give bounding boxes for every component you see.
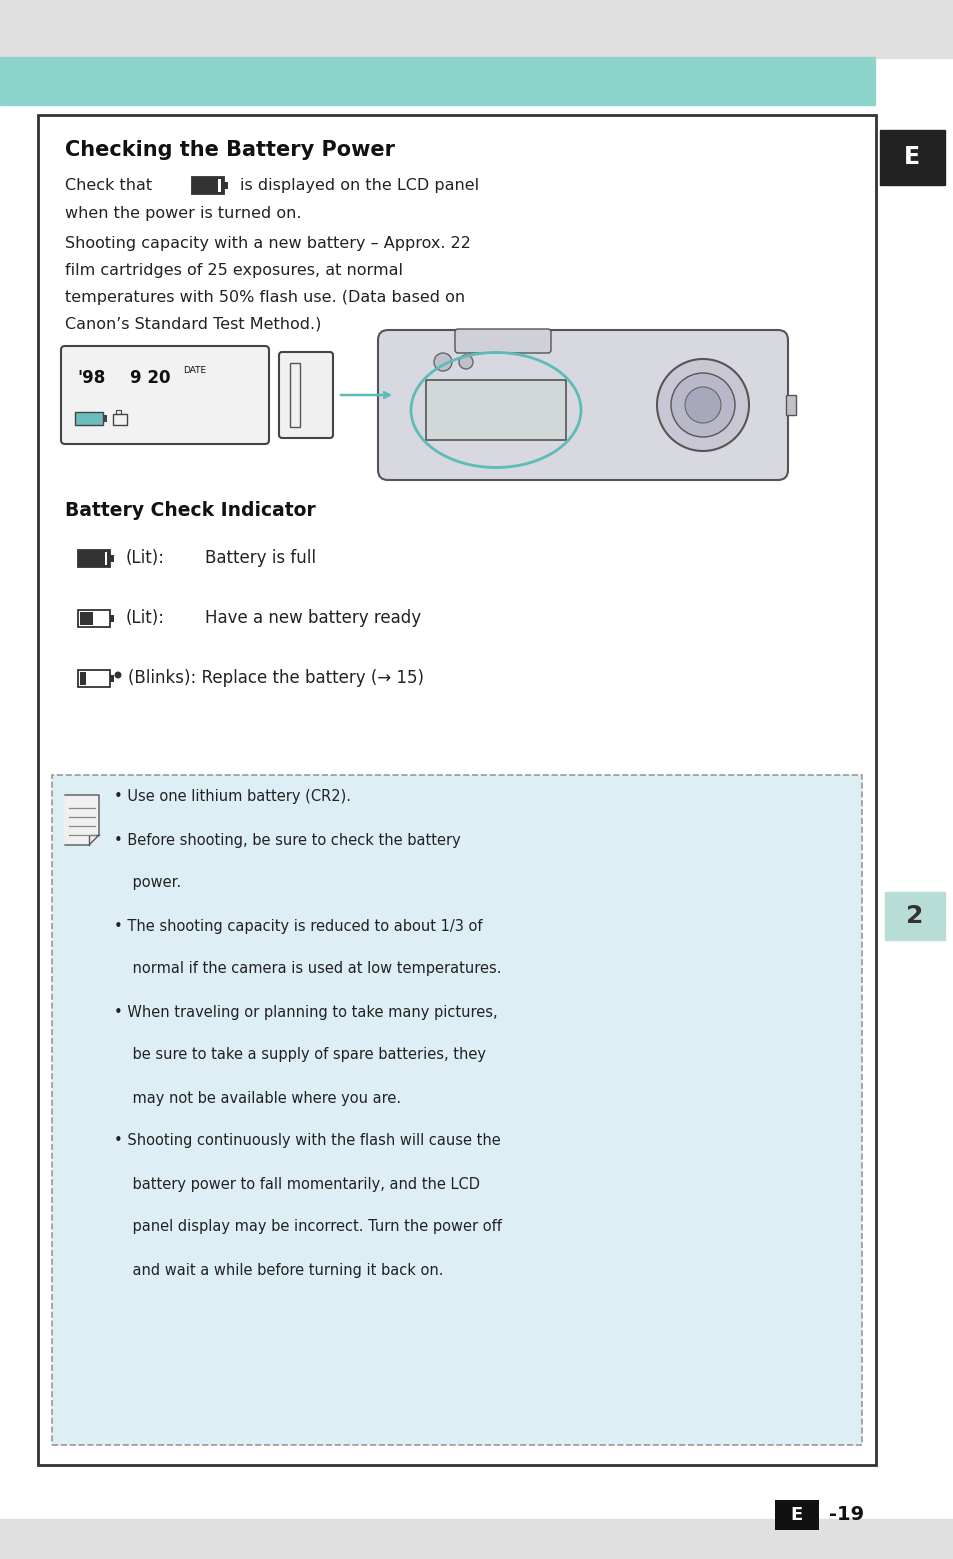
Bar <box>38 115 875 1465</box>
Text: DATE: DATE <box>183 365 206 374</box>
Text: Canon’s Standard Test Method.): Canon’s Standard Test Method.) <box>65 316 321 332</box>
Text: Have a new battery ready: Have a new battery ready <box>205 610 420 627</box>
Bar <box>884 892 944 940</box>
Text: temperatures with 50% flash use. (Data based on: temperatures with 50% flash use. (Data b… <box>65 290 465 304</box>
Text: Shooting capacity with a new battery – Approx. 22: Shooting capacity with a new battery – A… <box>65 235 471 251</box>
Bar <box>774 1500 818 1529</box>
Text: when the power is turned on.: when the power is turned on. <box>65 206 301 220</box>
Bar <box>290 363 299 427</box>
Bar <box>80 552 107 564</box>
Text: • Before shooting, be sure to check the battery: • Before shooting, be sure to check the … <box>113 833 460 848</box>
Bar <box>224 182 228 189</box>
Polygon shape <box>65 795 99 845</box>
Text: Check that: Check that <box>65 178 152 192</box>
Bar <box>116 410 121 415</box>
Text: normal if the camera is used at low temperatures.: normal if the camera is used at low temp… <box>113 962 501 976</box>
FancyBboxPatch shape <box>61 346 269 444</box>
Bar <box>0 58 874 104</box>
Text: battery power to fall momentarily, and the LCD: battery power to fall momentarily, and t… <box>113 1177 479 1191</box>
Bar <box>112 415 127 426</box>
Text: film cartridges of 25 exposures, at normal: film cartridges of 25 exposures, at norm… <box>65 262 402 278</box>
FancyBboxPatch shape <box>377 331 787 480</box>
Bar <box>426 380 565 440</box>
Bar <box>78 550 110 567</box>
Text: '98: '98 <box>77 369 105 387</box>
Text: E: E <box>790 1506 802 1525</box>
Circle shape <box>684 387 720 422</box>
Text: panel display may be incorrect. Turn the power off: panel display may be incorrect. Turn the… <box>113 1219 501 1235</box>
Bar <box>193 179 218 192</box>
Text: • Use one lithium battery (CR2).: • Use one lithium battery (CR2). <box>113 789 351 804</box>
Text: E: E <box>903 145 919 168</box>
Bar <box>80 613 92 625</box>
Bar <box>110 555 113 561</box>
Circle shape <box>670 373 734 437</box>
Text: and wait a while before turning it back on.: and wait a while before turning it back … <box>113 1263 443 1277</box>
FancyBboxPatch shape <box>455 329 551 352</box>
Text: 9 20: 9 20 <box>130 369 171 387</box>
Text: is displayed on the LCD panel: is displayed on the LCD panel <box>240 178 478 192</box>
Text: 2: 2 <box>905 904 923 928</box>
Text: • The shooting capacity is reduced to about 1/3 of: • The shooting capacity is reduced to ab… <box>113 918 482 934</box>
Text: • Shooting continuously with the flash will cause the: • Shooting continuously with the flash w… <box>113 1133 500 1149</box>
Circle shape <box>458 355 473 369</box>
Text: may not be available where you are.: may not be available where you are. <box>113 1090 400 1105</box>
Circle shape <box>114 672 121 678</box>
Bar <box>110 675 113 681</box>
Bar <box>52 775 862 1445</box>
Bar <box>0 0 953 58</box>
Text: (Lit):: (Lit): <box>126 549 165 567</box>
Text: Battery is full: Battery is full <box>205 549 315 567</box>
Text: be sure to take a supply of spare batteries, they: be sure to take a supply of spare batter… <box>113 1048 485 1063</box>
Text: Checking the Battery Power: Checking the Battery Power <box>65 140 395 161</box>
Bar <box>192 178 224 193</box>
Bar <box>785 394 795 415</box>
Text: -19: -19 <box>828 1506 863 1525</box>
Bar <box>879 129 944 186</box>
Bar <box>78 670 110 688</box>
Text: power.: power. <box>113 876 181 890</box>
Bar <box>75 412 103 426</box>
Bar <box>78 610 110 627</box>
Bar <box>103 415 107 422</box>
Text: • When traveling or planning to take many pictures,: • When traveling or planning to take man… <box>113 1004 497 1020</box>
Bar <box>110 614 113 622</box>
Text: Battery Check Indicator: Battery Check Indicator <box>65 500 315 519</box>
Bar <box>80 552 105 564</box>
Bar <box>80 672 86 684</box>
FancyBboxPatch shape <box>278 352 333 438</box>
Circle shape <box>657 359 748 451</box>
Bar <box>193 179 221 192</box>
Text: (Blinks): Replace the battery (→ 15): (Blinks): Replace the battery (→ 15) <box>128 669 423 688</box>
Circle shape <box>434 352 452 371</box>
Bar <box>0 1518 953 1559</box>
Text: (Lit):: (Lit): <box>126 610 165 627</box>
